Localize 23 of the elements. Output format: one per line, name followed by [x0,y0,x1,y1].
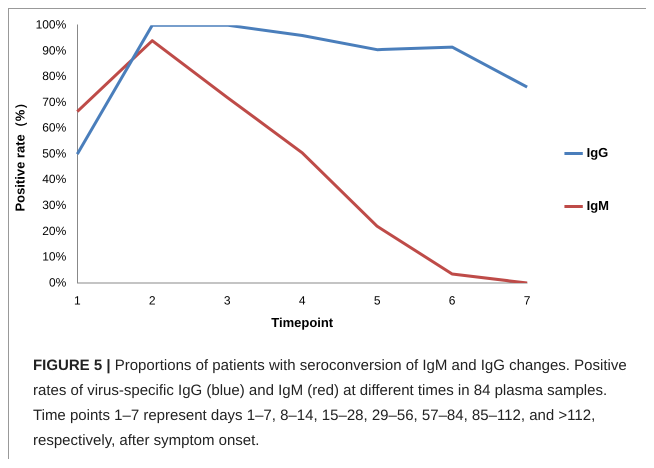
x-tick-label: 3 [224,294,231,308]
x-tick-label: 2 [148,294,156,308]
x-tick-label: 1 [74,294,81,308]
legend-label: IgG [586,145,608,160]
y-tick-label: 90% [42,43,67,58]
x-tick-label: 7 [524,294,531,308]
y-tick-label: 100% [36,18,67,32]
y-tick-label: 20% [42,224,67,238]
x-tick-label: 6 [448,294,456,308]
y-tick-label: 50% [42,146,67,160]
y-tick-label: 80% [42,69,67,84]
legend-label: IgM [586,198,610,214]
y-tick-label: 0% [48,275,67,290]
x-tick-label: 4 [298,294,306,308]
y-tick-label: 40% [42,172,67,186]
x-axis-title: Timepoint [271,314,334,330]
caption: FIGURE 5 | Proportions of patients with seroconversion of IgM and IgG changes. Positive rates of virus-specific IgG (blue) and IgM (red) at different times in 84 plasma samples. Time points 1–7 represent days 1–7, 8–14, 15–28, 29–56, 57–84, 85–112, and >112, respectively, after symptom onset. [33,357,627,449]
y-tick-label: 10% [42,250,67,264]
y-tick-label: 70% [42,94,67,109]
y-axis-title: Positive rate（%） [12,96,28,212]
y-tick-label: 60% [42,120,67,135]
x-tick-label: 5 [374,294,381,308]
y-tick-label: 30% [42,198,67,212]
